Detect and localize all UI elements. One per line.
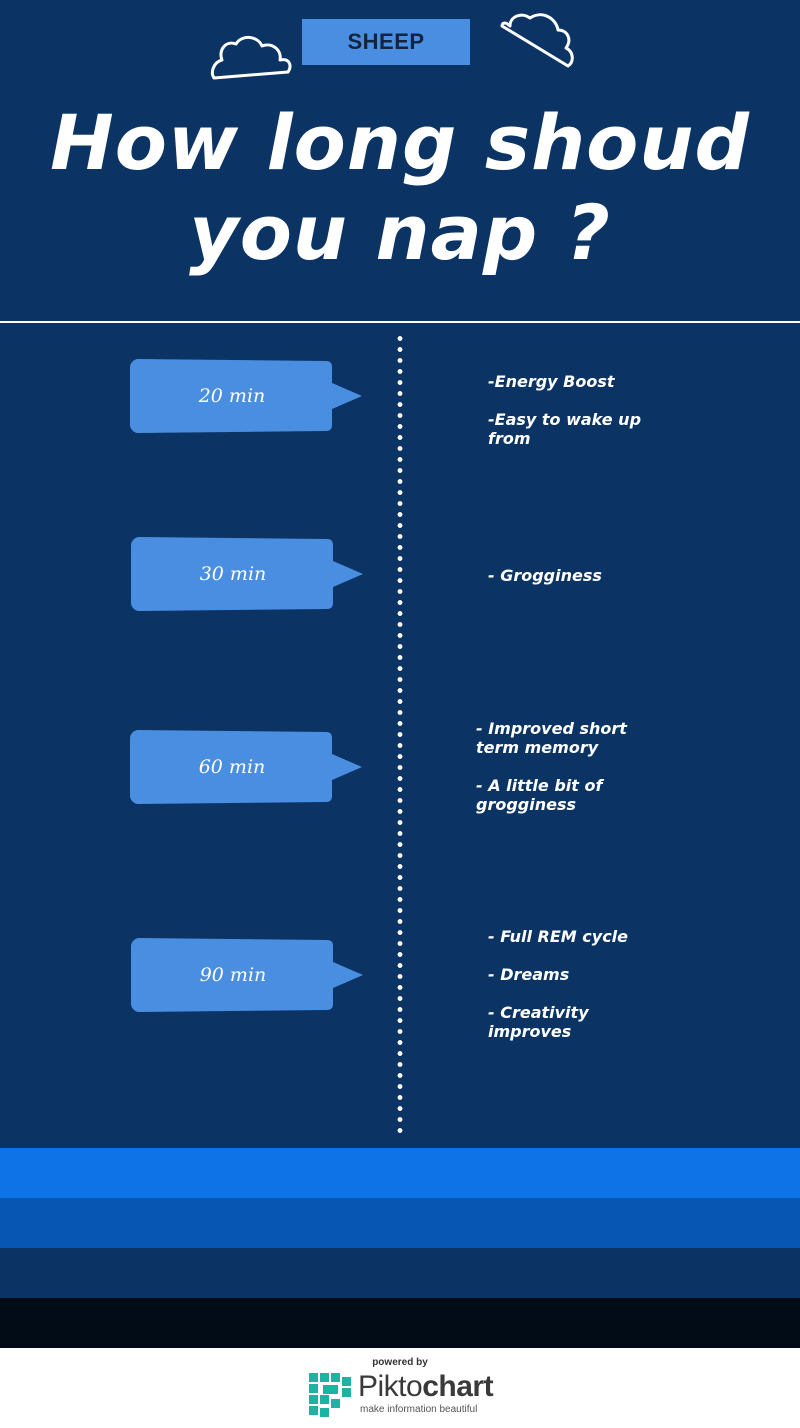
title-line-1: How long shoud [50, 98, 750, 187]
color-band [0, 1248, 800, 1298]
duration-bubble: 20 min [130, 359, 366, 437]
brand-light: Pikto [358, 1370, 423, 1403]
benefits-list: - Full REM cycle - Dreams - Creativity i… [488, 927, 628, 1060]
benefit-item: - Improved short term memory [476, 719, 627, 757]
benefits-list: - Improved short term memory - A little … [476, 719, 627, 833]
benefit-item: - Full REM cycle [488, 927, 629, 946]
duration-label: 90 min [199, 964, 267, 986]
title-line-2: you nap ? [189, 188, 611, 277]
speech-bubble-shape [131, 537, 363, 611]
piktochart-tagline: make information beautiful [360, 1404, 478, 1415]
color-band [0, 1198, 800, 1248]
benefit-item: - A little bit of grogginess [476, 776, 603, 814]
duration-bubble: 30 min [131, 537, 367, 615]
duration-label: 30 min [199, 563, 267, 585]
dotted-timeline [397, 333, 403, 1133]
benefit-item: - Creativity improves [488, 1003, 589, 1041]
divider [0, 321, 800, 323]
cloud-icon [500, 13, 574, 68]
brand-bold: chart [422, 1370, 494, 1403]
piktochart-wordmark: Piktochart [358, 1370, 494, 1404]
benefits-list: -Energy Boost -Easy to wake up from [488, 372, 641, 467]
benefit-item: -Easy to wake up from [488, 410, 642, 448]
color-band [0, 1148, 800, 1198]
speech-bubble-shape [131, 938, 363, 1012]
footer [0, 1348, 800, 1428]
sheep-tag: SHEEP [302, 19, 470, 65]
speech-bubble-shape [130, 730, 362, 804]
color-band [0, 1298, 800, 1348]
speech-bubble-shape [130, 359, 362, 433]
piktochart-logo-icon [309, 1373, 351, 1417]
benefits-list: - Grogginess [488, 566, 602, 604]
powered-by-label: powered by [372, 1357, 428, 1368]
duration-label: 20 min [198, 385, 266, 407]
benefit-item: -Energy Boost [488, 372, 615, 391]
benefit-item: - Grogginess [488, 566, 602, 585]
page-title: How long shoud you nap ? [0, 98, 800, 278]
benefit-item: - Dreams [488, 965, 570, 984]
header: SHEEP How long shoud you nap ? [0, 0, 800, 322]
duration-bubble: 90 min [131, 938, 367, 1016]
cloud-icon [210, 36, 292, 80]
duration-bubble: 60 min [130, 730, 366, 808]
duration-label: 60 min [198, 756, 266, 778]
